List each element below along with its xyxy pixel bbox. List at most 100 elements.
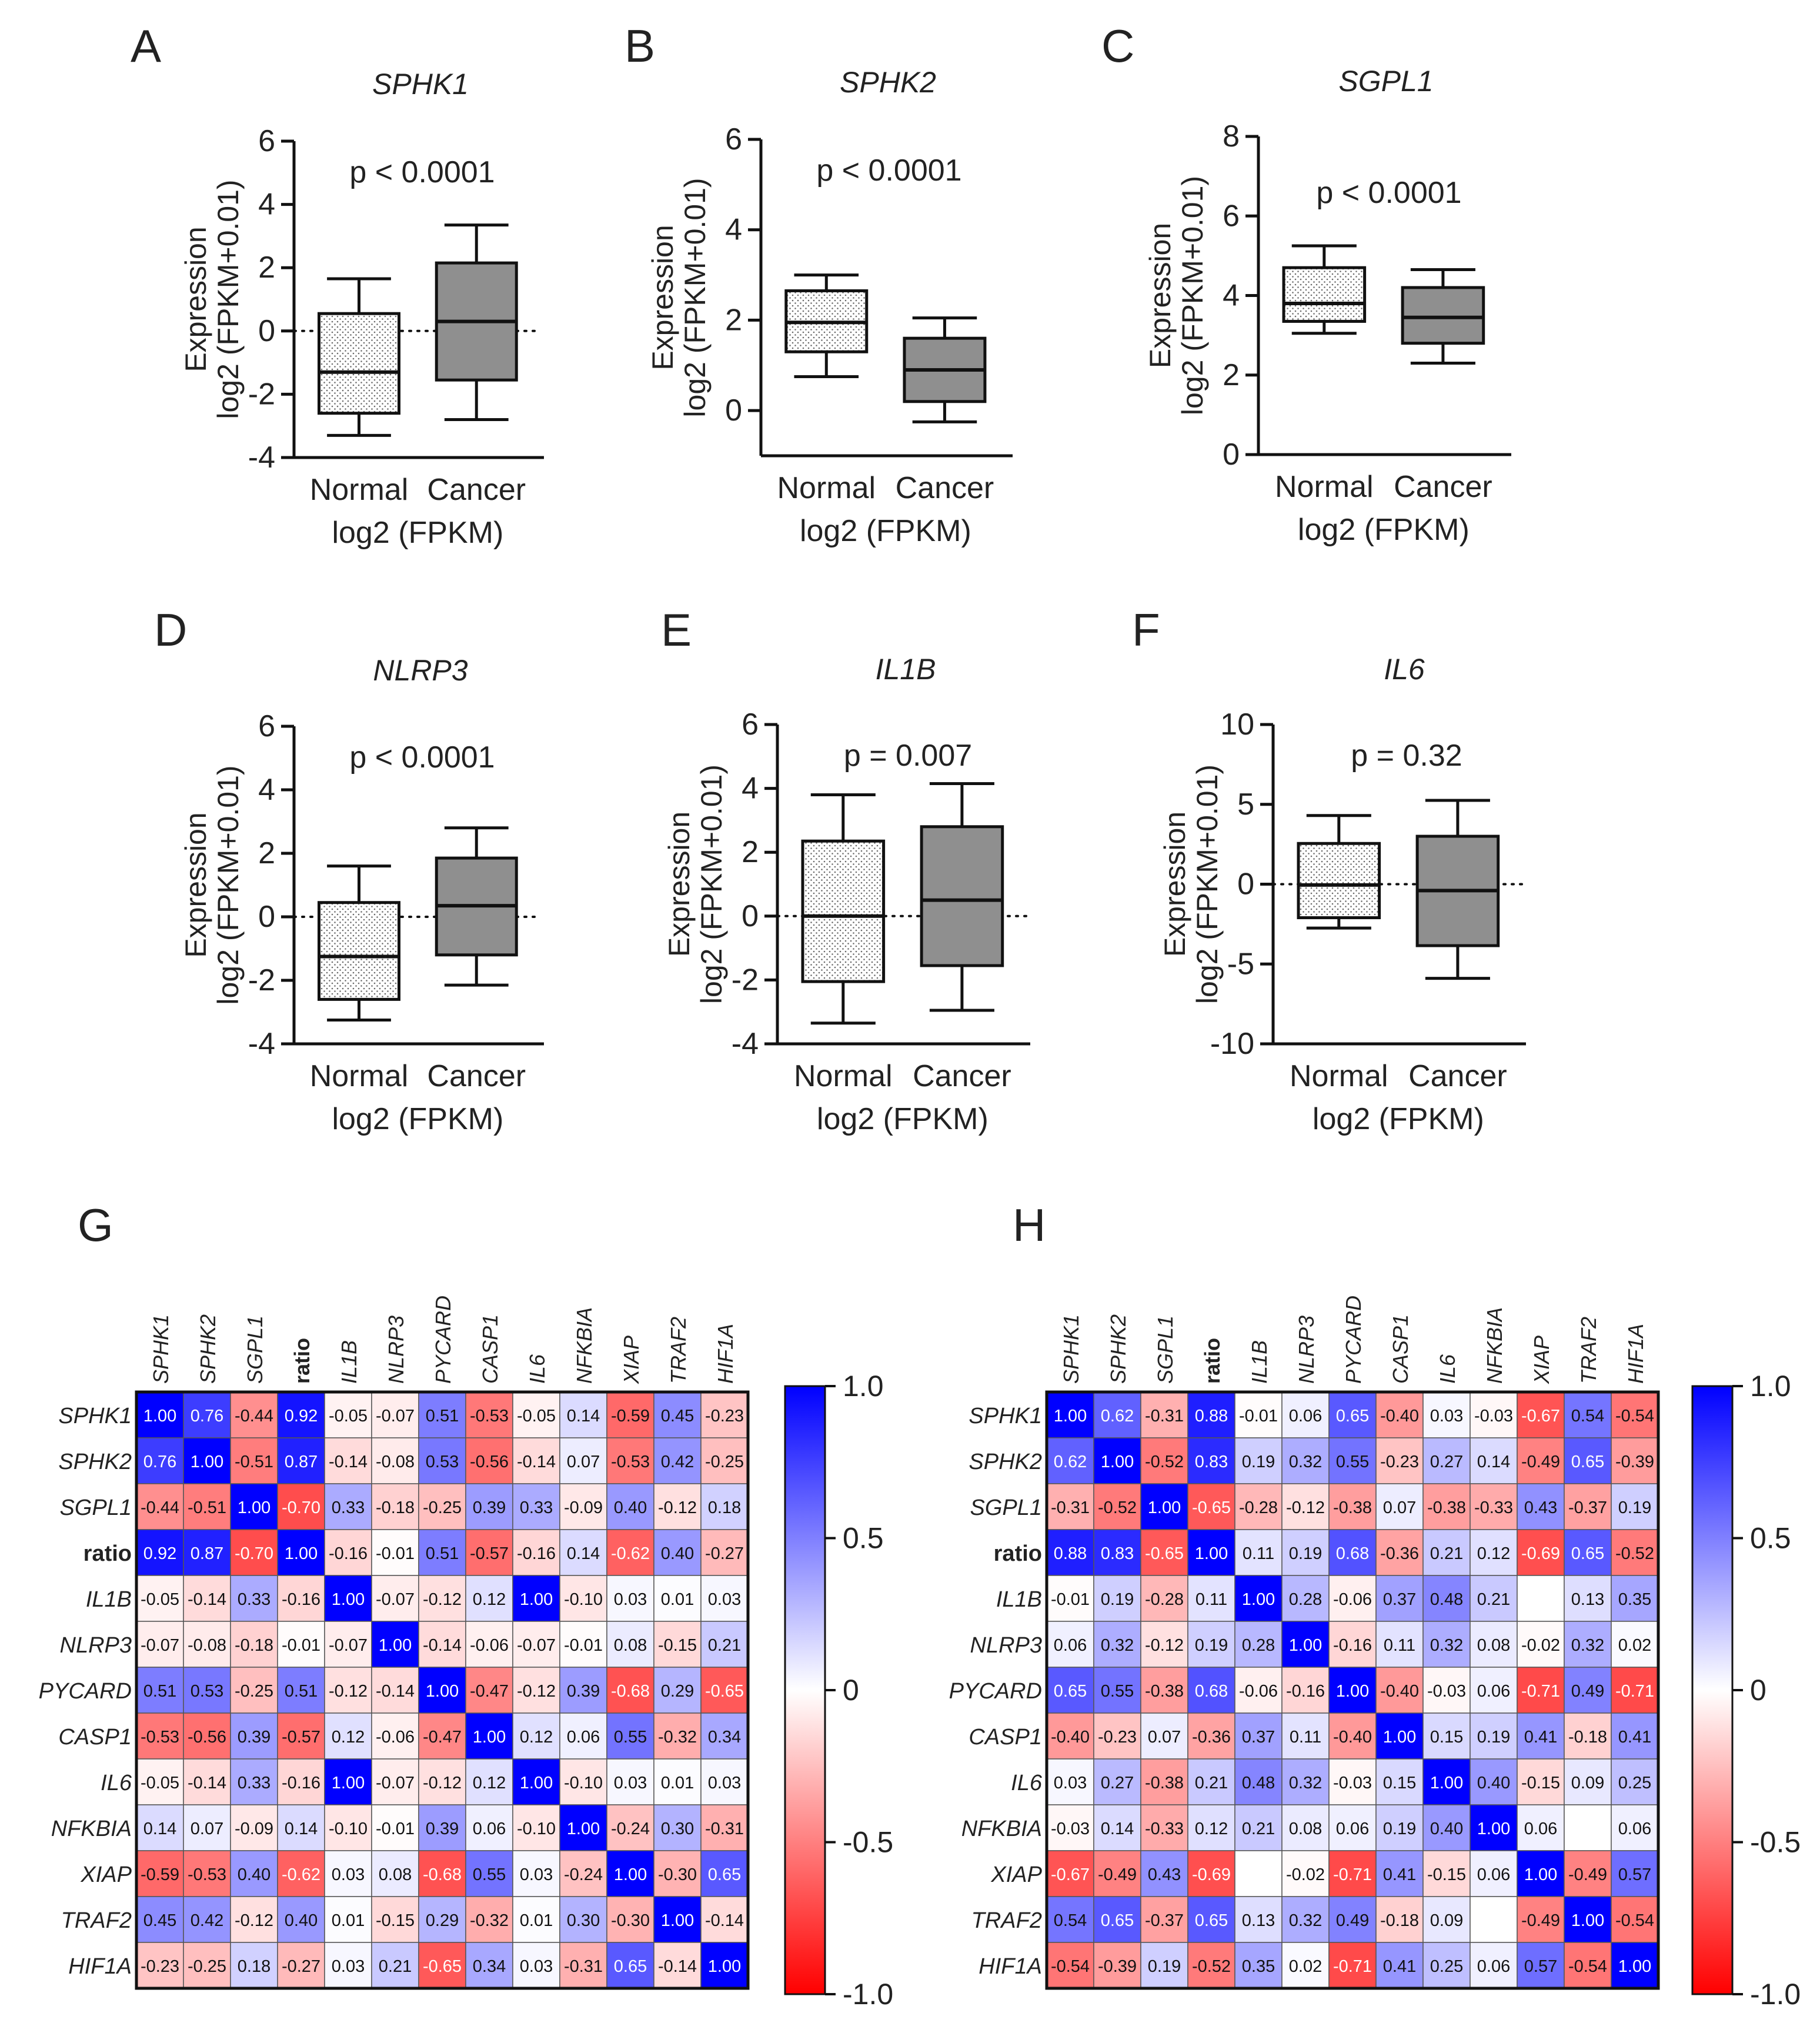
heatmap-cell-value: -0.15 xyxy=(1521,1774,1560,1792)
heatmap-cell xyxy=(1281,1712,1330,1760)
heatmap-cell-value: -0.10 xyxy=(564,1774,603,1792)
heatmap-cell-value: -0.18 xyxy=(235,1636,273,1655)
heatmap-cell-value: 0.39 xyxy=(426,1820,459,1838)
heatmap-cell xyxy=(1517,1529,1565,1576)
heatmap-cell-value: 0.41 xyxy=(1383,1865,1416,1884)
heatmap-cell-value: -0.65 xyxy=(1192,1498,1231,1517)
heatmap-cell-value: 0.06 xyxy=(473,1820,506,1838)
heatmap-cell-value: -0.32 xyxy=(470,1911,509,1930)
category-label: Cancer xyxy=(427,1059,526,1093)
box-cancer xyxy=(903,316,987,423)
heatmap-cell-value: 0.14 xyxy=(567,1407,600,1426)
heatmap-cell xyxy=(1375,1667,1424,1714)
heatmap-cell-value: 0.21 xyxy=(708,1636,741,1655)
heatmap-cell-value: 0.65 xyxy=(1101,1911,1134,1930)
heatmap-cell xyxy=(1093,1804,1141,1851)
column-label: NFKBIA xyxy=(1482,1307,1507,1384)
box-normal xyxy=(318,277,400,437)
heatmap-cell xyxy=(653,1804,702,1851)
box-cancer xyxy=(1401,268,1485,365)
heatmap-cell-value: -0.15 xyxy=(1427,1865,1466,1884)
heatmap-cell-value: 1.00 xyxy=(1477,1820,1510,1838)
heatmap-cell xyxy=(183,1437,231,1484)
heatmap-cell xyxy=(512,1712,560,1760)
heatmap-cell-value: -0.70 xyxy=(282,1498,320,1517)
heatmap-cell-value: 0.14 xyxy=(567,1544,600,1563)
column-label: IL6 xyxy=(1435,1354,1460,1384)
heatmap-cell xyxy=(136,1804,184,1851)
chart-title: NLRP3 xyxy=(373,654,467,687)
heatmap-cell xyxy=(1187,1437,1235,1484)
heatmap-cell-value: 0.07 xyxy=(1383,1498,1416,1517)
heatmap-cell-value: -0.49 xyxy=(1098,1865,1137,1884)
heatmap-cell-value: 0.34 xyxy=(708,1728,741,1747)
colorbar xyxy=(784,1385,826,1995)
heatmap-cell xyxy=(1564,1391,1612,1438)
heatmap-cell xyxy=(1422,1575,1471,1622)
heatmap-cell xyxy=(371,1896,419,1943)
heatmap-cell xyxy=(653,1896,702,1943)
heatmap-cell-value: 0.06 xyxy=(1524,1820,1557,1838)
heatmap-cell-value: 0.06 xyxy=(1289,1407,1322,1426)
y-tick-label: 2 xyxy=(258,251,275,285)
heatmap-cell-value: -0.53 xyxy=(141,1728,179,1747)
colorbar-tick-label: -0.5 xyxy=(1750,1826,1801,1859)
heatmap-cell-value: -0.69 xyxy=(1192,1865,1231,1884)
heatmap-cell-value: 0.12 xyxy=(473,1774,506,1792)
y-axis-label-line2: log2 (FPKM+0.01) xyxy=(1176,176,1209,415)
heatmap-cell xyxy=(1140,1804,1188,1851)
column-label: PYCARD xyxy=(431,1296,455,1384)
heatmap-cell-value: 0.76 xyxy=(143,1453,176,1471)
heatmap-cell-value: 0.19 xyxy=(1148,1957,1181,1976)
heatmap-cell-value: 0.51 xyxy=(285,1682,318,1701)
heatmap-cell-value: 0.30 xyxy=(661,1820,694,1838)
heatmap-cell-value: 0.01 xyxy=(661,1774,694,1792)
y-axis-label-line1: Expression xyxy=(179,812,212,957)
box-cancer xyxy=(1415,799,1500,980)
heatmap-cell-value: 0.03 xyxy=(520,1957,553,1976)
heatmap-cell-value: -0.03 xyxy=(1427,1682,1466,1701)
heatmap-cell-value: 0.40 xyxy=(614,1498,647,1517)
heatmap-cell-value: -0.27 xyxy=(705,1544,744,1563)
heatmap-cell-value: 0.55 xyxy=(473,1865,506,1884)
heatmap-cell xyxy=(230,1667,278,1714)
heatmap-cell-value: 0.29 xyxy=(426,1911,459,1930)
heatmap-cell-value: 0.21 xyxy=(1430,1544,1463,1563)
y-tick-label: -4 xyxy=(248,440,275,475)
box-normal xyxy=(318,864,400,1021)
heatmap-cell xyxy=(465,1804,513,1851)
heatmap-cell-value: 0.34 xyxy=(473,1957,506,1976)
heatmap-cell xyxy=(1234,1850,1283,1897)
heatmap-cell xyxy=(606,1391,654,1438)
heatmap-cell xyxy=(1375,1850,1424,1897)
heatmap-cell xyxy=(277,1483,325,1530)
heatmap-cell xyxy=(277,1850,325,1897)
column-label: PYCARD xyxy=(1341,1296,1365,1384)
heatmap-cell xyxy=(324,1529,372,1576)
heatmap-cell-value: -0.38 xyxy=(1333,1498,1372,1517)
heatmap-cell-value: -0.14 xyxy=(658,1957,697,1976)
heatmap-cell-value: -0.53 xyxy=(470,1407,509,1426)
heatmap-cell xyxy=(418,1850,466,1897)
colorbar xyxy=(1691,1385,1734,1995)
heatmap-cell xyxy=(324,1391,372,1438)
interquartile-box xyxy=(920,825,1004,967)
row-label: NLRP3 xyxy=(970,1633,1043,1658)
heatmap-cell xyxy=(1470,1437,1518,1484)
category-label: Cancer xyxy=(1394,470,1492,504)
heatmap-cell-value: 0.30 xyxy=(567,1911,600,1930)
row-label: XIAP xyxy=(990,1862,1042,1887)
heatmap-cell-value: 0.03 xyxy=(520,1865,553,1884)
heatmap-cell-value: 0.32 xyxy=(1571,1636,1604,1655)
heatmap-cell-value: -0.31 xyxy=(705,1820,744,1838)
p-value-label: p < 0.0001 xyxy=(1316,176,1461,210)
row-label: CASP1 xyxy=(58,1725,132,1750)
heatmap-cell-value: 0.03 xyxy=(1430,1407,1463,1426)
y-tick-label: 2 xyxy=(742,835,759,869)
heatmap-cell-value: -0.65 xyxy=(705,1682,744,1701)
heatmap-cell xyxy=(277,1942,325,1989)
heatmap-cell-value: 0.14 xyxy=(143,1820,176,1838)
heatmap-cell-value: -0.07 xyxy=(141,1636,179,1655)
heatmap-cell-value: -0.40 xyxy=(1380,1407,1419,1426)
box-cancer xyxy=(920,782,1004,1012)
